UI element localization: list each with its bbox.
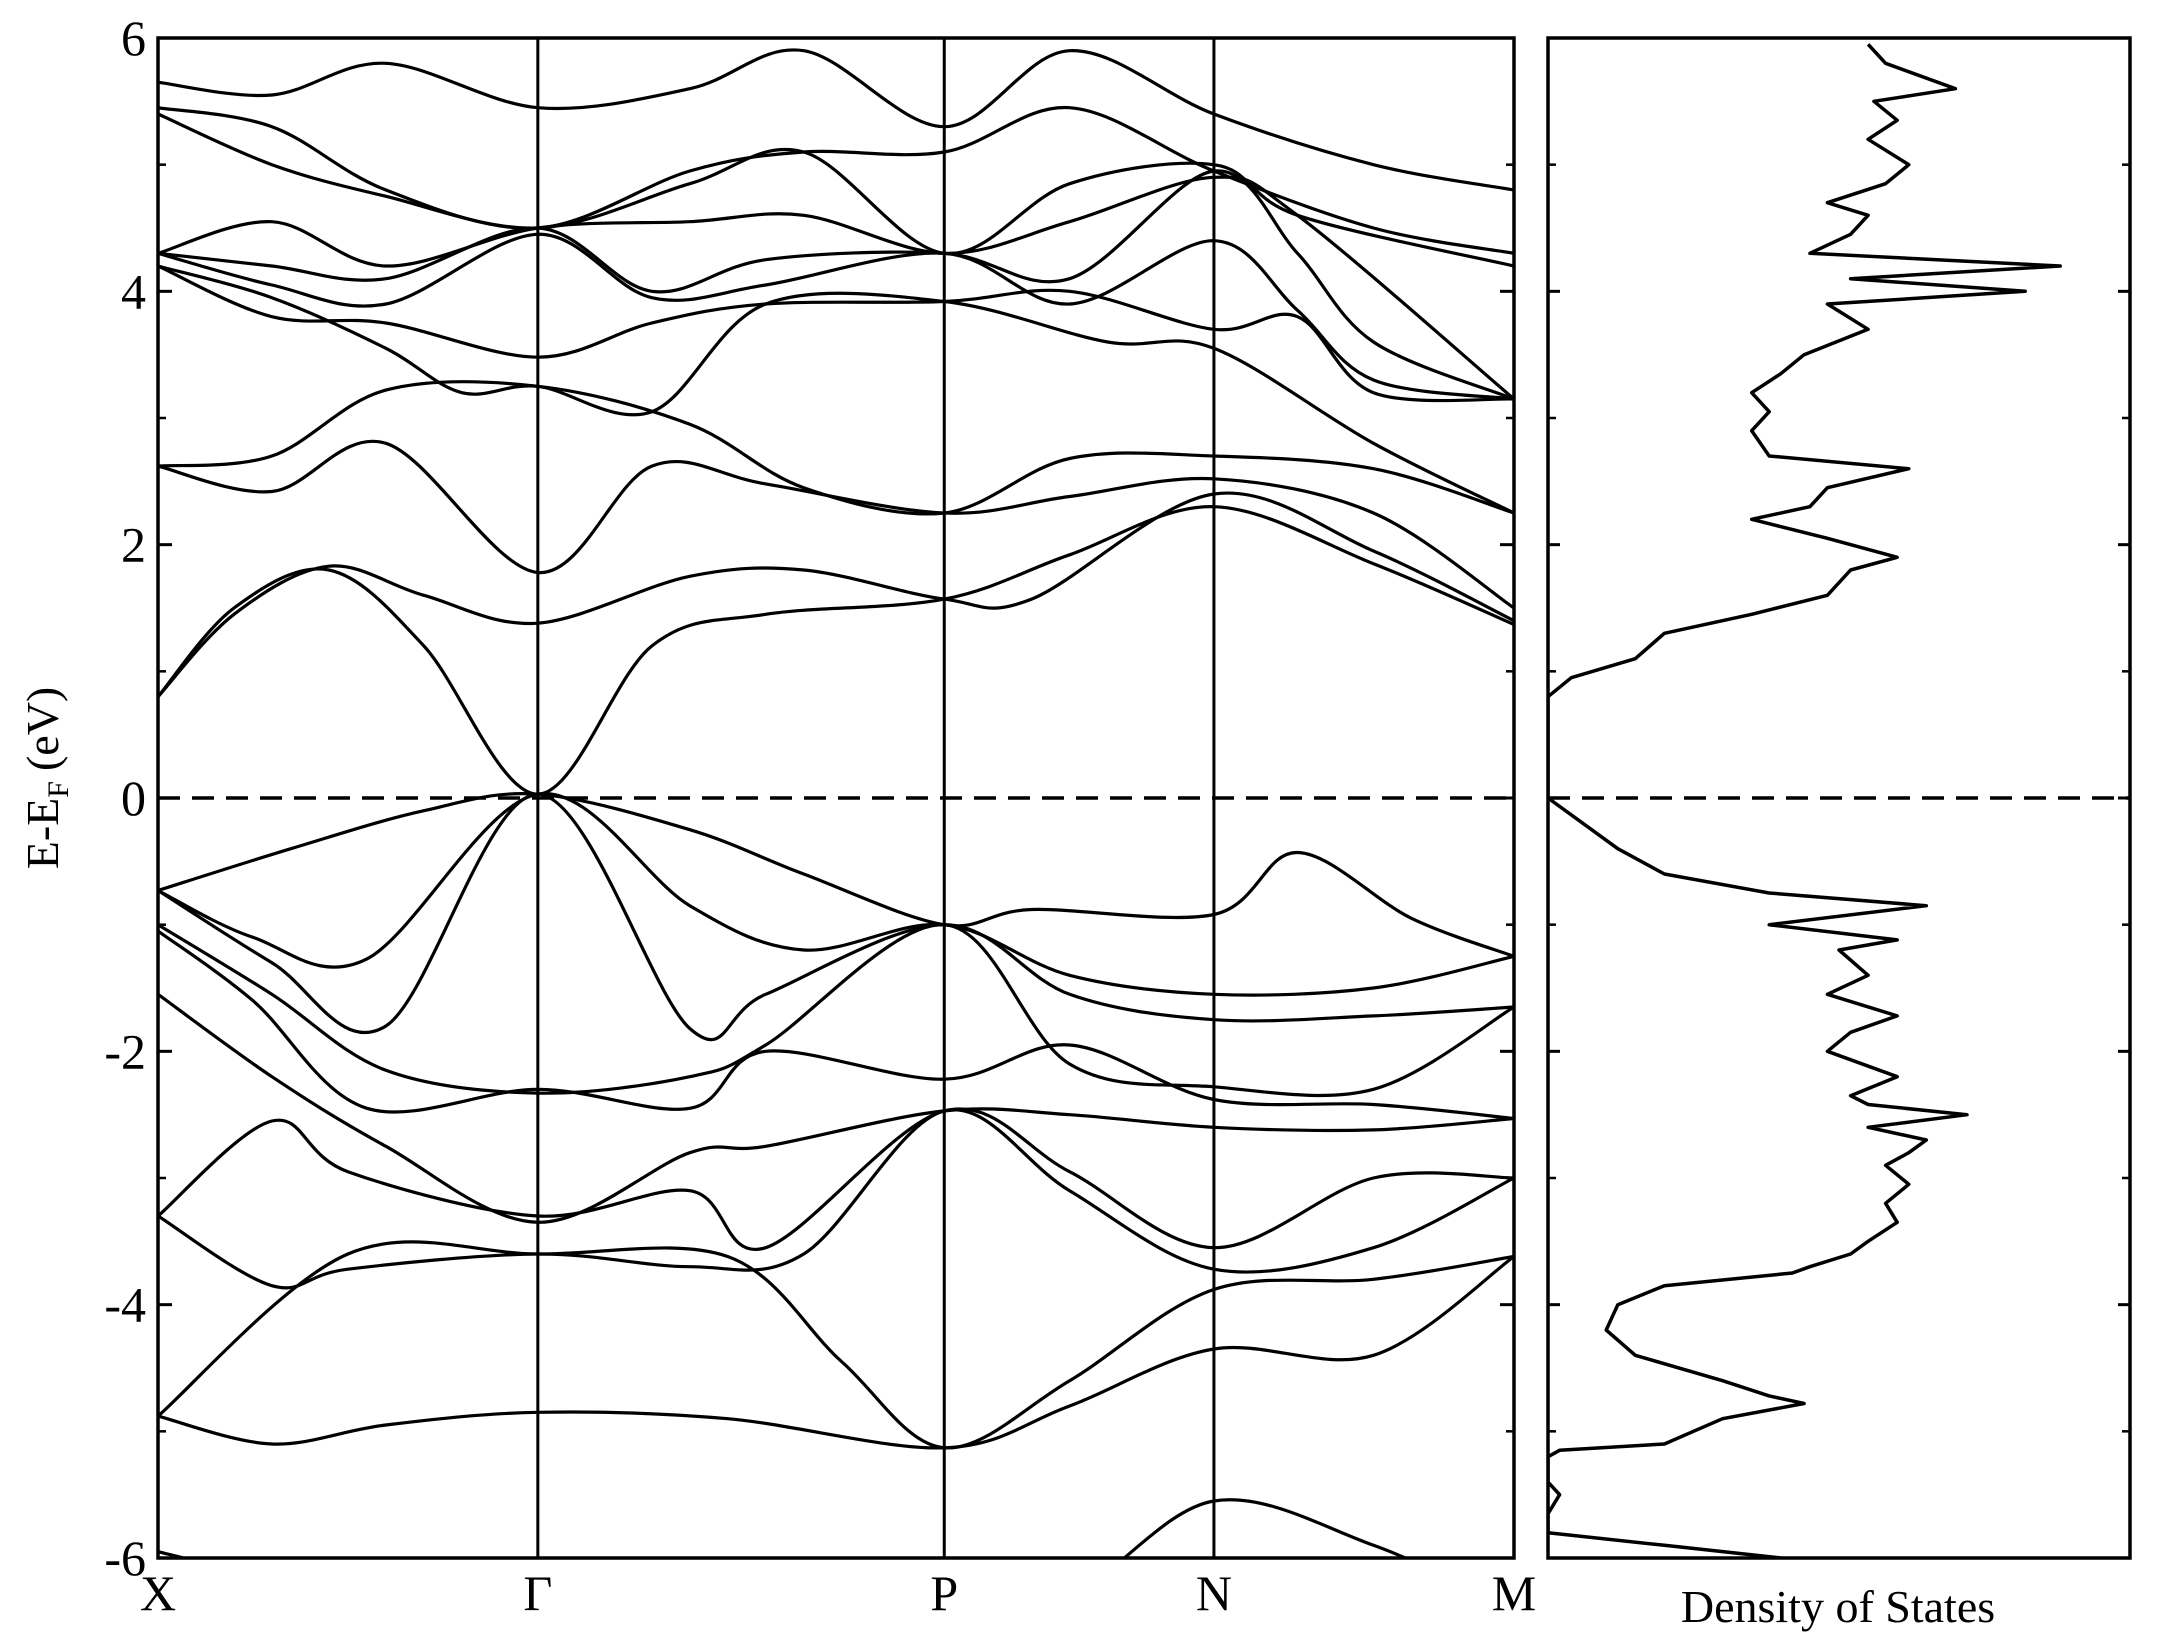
k-point-label: Γ <box>523 1565 552 1621</box>
band-11 <box>158 792 1514 958</box>
band-5 <box>158 1107 1514 1252</box>
dos-curve <box>1548 43 2062 1558</box>
k-point-label: M <box>1492 1565 1536 1621</box>
k-point-label: X <box>140 1565 176 1621</box>
band-20 <box>158 175 1514 401</box>
y-tick-label: 0 <box>121 770 146 826</box>
y-tick-label: 6 <box>121 10 146 66</box>
band-8 <box>158 923 1514 1098</box>
y-tick-label: -2 <box>104 1023 146 1079</box>
band-1 <box>158 1498 1410 1558</box>
band-23 <box>158 48 1514 192</box>
band-16 <box>158 264 1514 515</box>
band-14 <box>158 439 1514 610</box>
band-15 <box>158 380 1514 516</box>
band-9 <box>158 792 1514 1042</box>
band-18 <box>158 232 1514 401</box>
band-6 <box>158 993 1514 1224</box>
y-tick-label: -6 <box>104 1530 146 1586</box>
y-axis-label-unit: (eV) <box>17 687 68 771</box>
band-17 <box>158 264 1514 403</box>
band-19 <box>158 169 1514 401</box>
band-structure-panel: -6 -4 -2 0 2 4 6 X Γ P N M <box>104 10 1536 1621</box>
band-7 <box>158 929 1514 1121</box>
band-21 <box>158 112 1514 268</box>
band-3 <box>158 1240 1514 1450</box>
dos-curve-group <box>1548 43 2062 1558</box>
y-axis-label-main: E-E <box>17 798 68 870</box>
band-lines <box>158 48 1514 1558</box>
k-point-label: P <box>930 1565 958 1621</box>
band-plot-frame <box>156 36 1516 1560</box>
y-axis-label-subscript: F <box>42 781 75 798</box>
band-13 <box>158 491 1514 698</box>
y-axis-label: E-EF (eV) <box>17 687 75 869</box>
dos-axis-label: Density of States <box>1681 1581 1995 1632</box>
density-of-states-panel <box>1546 36 2132 1560</box>
band-12 <box>158 505 1514 796</box>
band-2 <box>158 1255 1514 1450</box>
y-tick-label: -4 <box>104 1277 146 1333</box>
y-tick-label: 4 <box>121 263 146 319</box>
band-4 <box>158 1108 1514 1290</box>
k-point-label: N <box>1196 1565 1232 1621</box>
y-tick-label: 2 <box>121 517 146 573</box>
band-22 <box>158 106 1514 255</box>
band-10 <box>158 792 1514 997</box>
